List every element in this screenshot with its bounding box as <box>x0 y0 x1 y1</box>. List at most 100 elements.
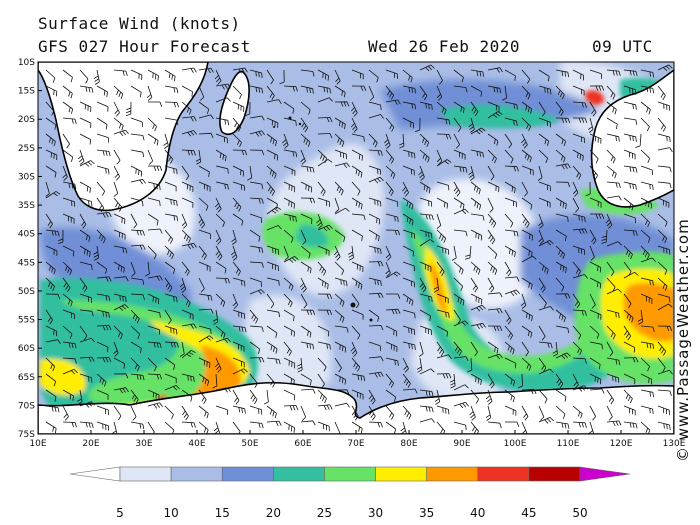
wind-barb <box>263 389 269 405</box>
wind-barb <box>62 197 76 207</box>
wind-barb <box>623 149 636 160</box>
wind-barb <box>62 213 75 224</box>
wind-barb <box>181 116 197 122</box>
wind-barb <box>334 85 346 98</box>
wind-barb <box>282 133 289 149</box>
wind-barb <box>62 101 74 114</box>
wind-barb <box>589 341 604 350</box>
wind-barb <box>58 229 64 245</box>
wind-barb <box>588 117 594 133</box>
wind-barb <box>434 389 441 405</box>
wind-barb <box>555 373 564 389</box>
wind-barb <box>351 85 367 91</box>
wind-barb <box>62 181 77 190</box>
wind-barb <box>334 229 346 242</box>
wind-barb <box>351 213 366 221</box>
wind-barb <box>436 181 450 191</box>
wind-barb <box>249 277 262 287</box>
wind-barb <box>62 117 77 125</box>
wind-barb <box>283 421 295 433</box>
wind-barb <box>521 357 532 371</box>
wind-barb <box>214 197 222 213</box>
wind-barb <box>504 229 519 237</box>
wind-barb <box>419 133 430 148</box>
wind-barb <box>623 245 633 260</box>
wind-barb <box>181 242 197 250</box>
wind-barb <box>125 101 132 117</box>
wind-barb <box>96 405 109 416</box>
wind-barb <box>504 276 520 282</box>
wind-barb <box>521 101 533 114</box>
wind-barb <box>147 402 163 409</box>
wind-barb <box>453 356 469 362</box>
wind-barb <box>453 181 461 197</box>
wind-barb <box>147 117 157 132</box>
wind-barb <box>368 277 382 286</box>
wind-barb <box>62 309 75 320</box>
wind-barb <box>334 207 350 215</box>
wind-barb <box>585 181 591 197</box>
wind-barb <box>467 357 473 373</box>
wind-barb <box>130 277 145 285</box>
wind-barb <box>606 133 620 142</box>
wind-barb <box>283 293 293 308</box>
wind-barb <box>249 357 265 363</box>
wind-barb <box>113 181 119 197</box>
wind-barb <box>453 101 465 114</box>
wind-barb <box>147 275 163 281</box>
wind-barb <box>487 373 495 389</box>
wind-barb <box>283 229 294 243</box>
wind-barb <box>113 245 128 254</box>
wind-barb <box>385 149 395 164</box>
wind-barb <box>657 303 673 311</box>
wind-barb <box>96 325 112 331</box>
wind-barb <box>45 325 58 337</box>
wind-barb <box>436 245 450 255</box>
wind-barb <box>402 85 416 94</box>
wind-barb <box>230 245 238 261</box>
wind-barb <box>300 293 308 309</box>
wind-barb <box>589 405 597 421</box>
wind-barb <box>485 389 493 405</box>
wind-barb <box>198 114 214 120</box>
wind-barb <box>249 130 265 137</box>
wind-barb <box>453 341 462 356</box>
wind-barb <box>212 373 218 389</box>
wind-barb <box>400 421 407 434</box>
wind-barb <box>555 389 567 402</box>
wind-barb <box>96 276 112 282</box>
wind-barb <box>351 357 361 372</box>
wind-barb <box>351 309 364 320</box>
wind-barb <box>198 405 209 419</box>
wind-barb <box>232 309 245 319</box>
wind-barb <box>453 133 460 149</box>
colorbar-label: 5 <box>116 506 124 520</box>
wind-barb <box>113 101 120 117</box>
wind-barb <box>606 325 616 340</box>
wind-barb <box>436 159 452 167</box>
wind-barb <box>45 213 53 229</box>
wind-barb <box>606 420 622 427</box>
wind-barb <box>334 341 347 353</box>
wind-barb <box>45 339 61 345</box>
wind-barb <box>266 293 275 309</box>
wind-barb <box>589 149 599 164</box>
wind-barb <box>657 85 666 101</box>
wind-barb <box>232 133 242 148</box>
wind-barb <box>470 101 479 117</box>
wind-barb <box>198 389 207 405</box>
wind-barb <box>334 133 345 147</box>
colorbar-label: 20 <box>265 506 281 520</box>
wind-barb <box>368 165 382 175</box>
wind-barb <box>181 85 193 97</box>
wind-barb <box>453 384 469 391</box>
wind-barb <box>215 245 223 261</box>
lon-label-130E: 130E <box>663 439 686 449</box>
wind-barb <box>436 325 448 337</box>
wind-barb <box>588 421 594 434</box>
wind-barb <box>249 325 264 332</box>
wind-barb <box>368 325 384 331</box>
wind-barb <box>453 149 466 160</box>
wind-barb <box>300 197 316 204</box>
wind-barb <box>334 149 347 160</box>
